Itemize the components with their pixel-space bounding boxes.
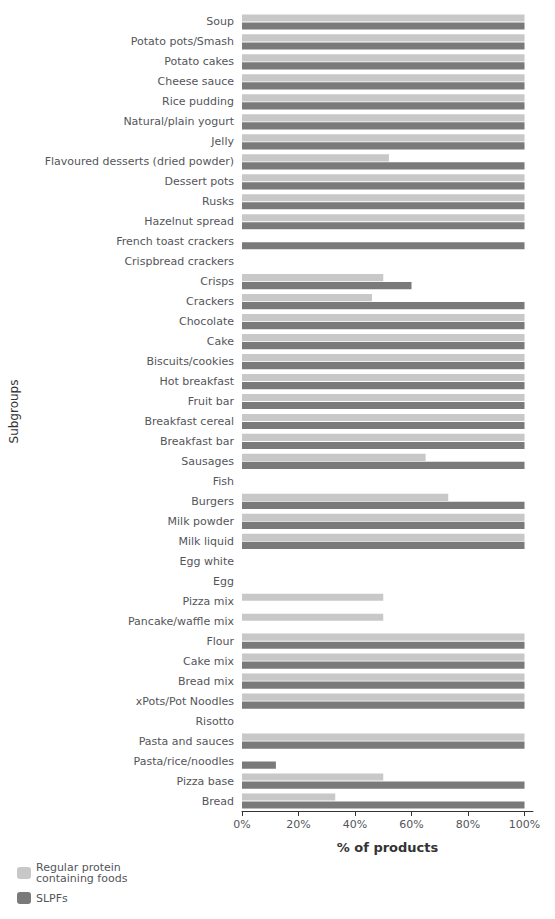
svg-text:0%: 0%	[233, 818, 250, 831]
svg-text:Risotto: Risotto	[195, 715, 234, 728]
svg-text:Dessert pots: Dessert pots	[164, 175, 234, 188]
svg-text:Bread mix: Bread mix	[178, 675, 235, 688]
svg-text:Cheese sauce: Cheese sauce	[158, 75, 235, 88]
svg-text:100%: 100%	[509, 818, 540, 831]
svg-text:Pasta and sauces: Pasta and sauces	[139, 735, 235, 748]
svg-text:Milk powder: Milk powder	[168, 515, 235, 528]
svg-text:40%: 40%	[343, 818, 367, 831]
svg-text:Potato pots/Smash: Potato pots/Smash	[131, 35, 234, 48]
svg-text:Pasta/rice/noodles: Pasta/rice/noodles	[134, 755, 235, 768]
svg-text:Bread: Bread	[202, 795, 234, 808]
svg-text:Fish: Fish	[213, 475, 234, 488]
svg-text:Flour: Flour	[206, 635, 234, 648]
svg-text:Pizza mix: Pizza mix	[182, 595, 234, 608]
svg-text:Crispbread crackers: Crispbread crackers	[124, 255, 234, 268]
svg-text:Regular protein: Regular protein	[36, 861, 121, 874]
svg-text:Breakfast cereal: Breakfast cereal	[144, 415, 234, 428]
svg-text:Crisps: Crisps	[200, 275, 234, 288]
svg-text:Soup: Soup	[206, 15, 234, 28]
svg-text:Rusks: Rusks	[202, 195, 234, 208]
svg-text:Jelly: Jelly	[210, 135, 234, 148]
svg-text:Subgroups: Subgroups	[7, 380, 21, 444]
svg-text:Pancake/waffle mix: Pancake/waffle mix	[128, 615, 234, 628]
svg-text:French toast crackers: French toast crackers	[116, 235, 234, 248]
svg-text:Breakfast bar: Breakfast bar	[160, 435, 235, 448]
svg-text:% of products: % of products	[337, 840, 439, 855]
svg-text:Egg: Egg	[213, 575, 234, 588]
svg-text:Rice pudding: Rice pudding	[162, 95, 234, 108]
svg-text:60%: 60%	[399, 818, 423, 831]
svg-text:Pizza base: Pizza base	[177, 775, 235, 788]
svg-text:Chocolate: Chocolate	[179, 315, 234, 328]
svg-text:Fruit bar: Fruit bar	[188, 395, 235, 408]
svg-text:Sausages: Sausages	[181, 455, 234, 468]
svg-text:Biscuits/cookies: Biscuits/cookies	[146, 355, 234, 368]
svg-text:Crackers: Crackers	[186, 295, 234, 308]
svg-text:Cake: Cake	[207, 335, 234, 348]
svg-text:Burgers: Burgers	[191, 495, 234, 508]
svg-text:Hazelnut spread: Hazelnut spread	[144, 215, 234, 228]
svg-text:Milk liquid: Milk liquid	[178, 535, 234, 548]
svg-text:Flavoured desserts (dried powd: Flavoured desserts (dried powder)	[45, 155, 234, 168]
svg-text:80%: 80%	[456, 818, 480, 831]
svg-text:Hot breakfast: Hot breakfast	[159, 375, 234, 388]
svg-text:Cake mix: Cake mix	[183, 655, 234, 668]
svg-text:containing foods: containing foods	[36, 872, 128, 885]
svg-text:xPots/Pot Noodles: xPots/Pot Noodles	[136, 695, 235, 708]
svg-text:Potato cakes: Potato cakes	[164, 55, 234, 68]
svg-text:20%: 20%	[286, 818, 310, 831]
svg-text:SLPFs: SLPFs	[36, 892, 68, 905]
svg-text:Egg white: Egg white	[179, 555, 234, 568]
svg-text:Natural/plain yogurt: Natural/plain yogurt	[123, 115, 234, 128]
